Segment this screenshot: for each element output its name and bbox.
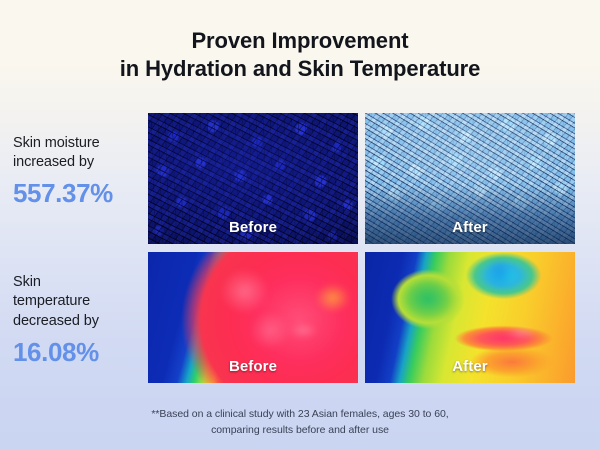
stat-skin-moisture: Skin moisture increased by 557.37%	[13, 134, 145, 208]
thermal-after-hotspot-layer	[365, 252, 575, 383]
footnote: **Based on a clinical study with 23 Asia…	[0, 406, 600, 439]
moisture-after-vignette-layer	[365, 113, 575, 244]
footnote-line-1: **Based on a clinical study with 23 Asia…	[151, 408, 449, 420]
page-title: Proven Improvement in Hydration and Skin…	[0, 27, 600, 83]
thermal-before-caption: Before	[228, 358, 278, 375]
moisture-after-panel: After	[365, 113, 575, 244]
page-title-line-2: in Hydration and Skin Temperature	[119, 56, 481, 82]
thermal-before-hotspot-layer	[148, 252, 358, 383]
thermal-after-panel: After	[365, 252, 575, 383]
stat-skin-moisture-label: Skin moisture increased by	[13, 134, 145, 173]
stat-skin-moisture-label-line-1: Skin moisture	[13, 135, 100, 151]
page-title-line-1: Proven Improvement	[191, 28, 409, 53]
moisture-before-panel: Before	[148, 113, 358, 244]
moisture-before-caption: Before	[228, 219, 278, 236]
thermal-after-image	[365, 252, 575, 383]
moisture-after-caption: After	[452, 219, 488, 236]
stat-skin-moisture-label-line-2: increased by	[13, 154, 95, 171]
thermal-before-panel: Before	[148, 252, 358, 383]
moisture-before-vignette-layer	[148, 113, 358, 244]
stat-skin-temperature: Skin temperature decreased by 16.08%	[13, 273, 145, 368]
stat-skin-temperature-label: Skin temperature decreased by	[13, 273, 145, 331]
stat-skin-temperature-value: 16.08%	[13, 336, 99, 367]
thermal-after-caption: After	[452, 358, 488, 375]
thermal-before-image	[148, 252, 358, 383]
footnote-line-2: comparing results before and after use	[211, 424, 389, 437]
stat-skin-moisture-value: 557.37%	[13, 177, 113, 208]
stat-skin-temperature-label-line-3: decreased by	[13, 312, 99, 329]
moisture-after-image	[365, 113, 575, 244]
moisture-before-image	[148, 113, 358, 244]
stat-skin-temperature-label-line-2: temperature	[13, 293, 91, 310]
stat-skin-temperature-label-line-1: Skin	[13, 274, 41, 290]
